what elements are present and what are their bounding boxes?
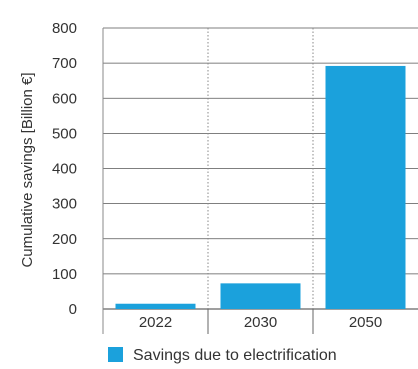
y-tick-label-100: 100: [52, 266, 77, 283]
legend-label: Savings due to electrification: [133, 347, 337, 364]
x-tick-label-2022: 2022: [139, 314, 172, 331]
legend-swatch: [108, 347, 123, 362]
y-tick-label-300: 300: [52, 196, 77, 213]
y-tick-label-600: 600: [52, 90, 77, 107]
y-tick-label-0: 0: [69, 301, 77, 318]
x-tick-labels: 2022 2030 2050: [139, 314, 382, 331]
y-tick-label-700: 700: [52, 55, 77, 72]
bar-2050: [325, 65, 406, 309]
bar-2022: [115, 303, 196, 309]
y-tick-label-200: 200: [52, 231, 77, 248]
x-tick-label-2050: 2050: [349, 314, 382, 331]
grid-layer: [102, 27, 418, 334]
y-tick-label-500: 500: [52, 125, 77, 142]
y-tick-labels: 0 100 200 300 400 500 600 700 800: [52, 20, 77, 318]
y-axis-title: Cumulative savings [Billion €]: [19, 72, 36, 267]
legend: Savings due to electrification: [108, 347, 337, 364]
bars-layer: [115, 65, 406, 309]
y-tick-label-400: 400: [52, 161, 77, 178]
y-tick-label-800: 800: [52, 20, 77, 37]
x-tick-label-2030: 2030: [244, 314, 277, 331]
bar-2030: [220, 283, 301, 309]
